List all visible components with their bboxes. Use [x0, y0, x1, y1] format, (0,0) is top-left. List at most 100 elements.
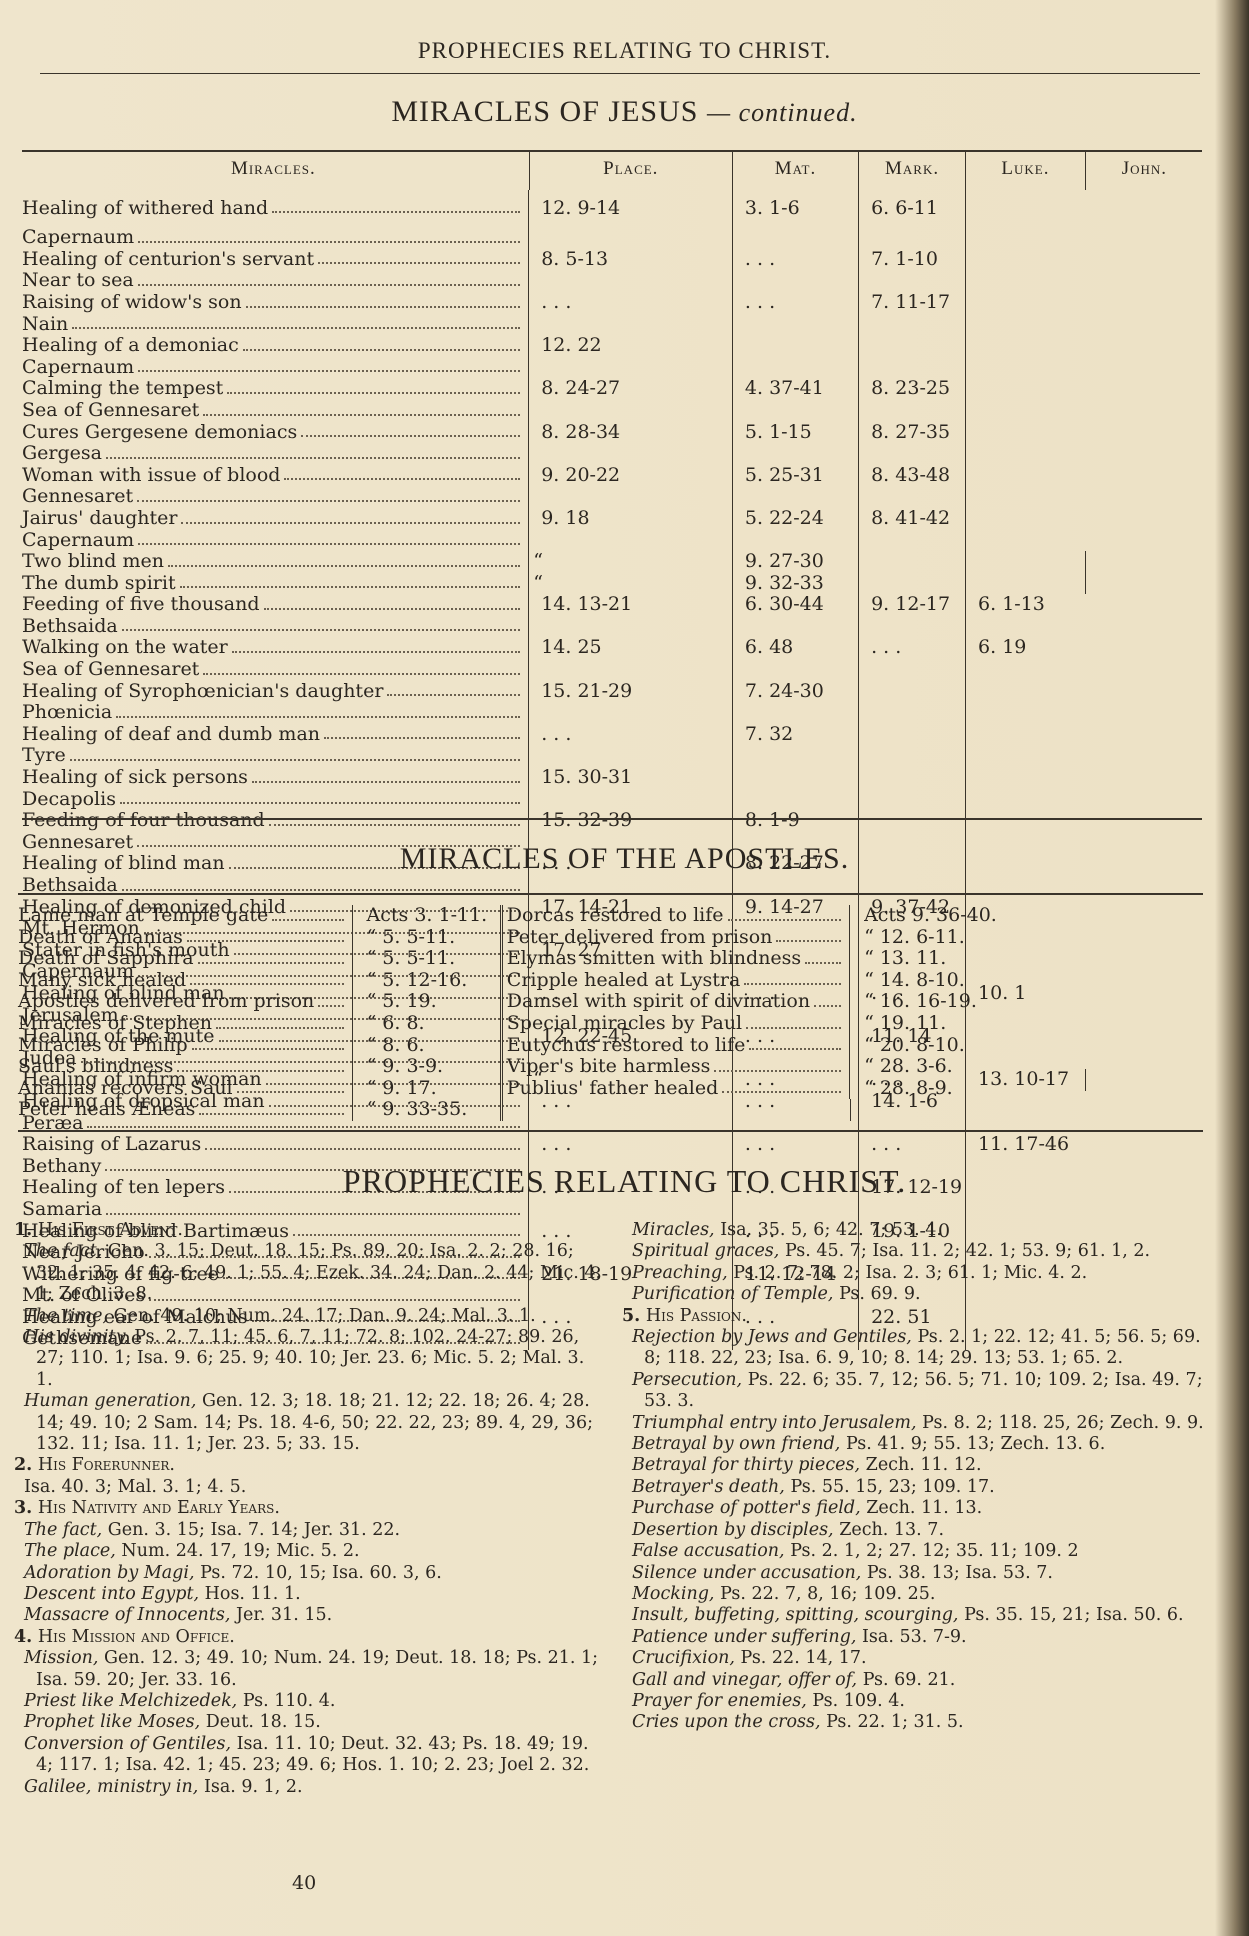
prophecy-item: False accusation, Ps. 2. 1, 2; 27. 12; 3…: [622, 1541, 1208, 1562]
miracle-row: Healing of the mute Judea 12. 22-45 . . . 11…: [18, 1026, 1203, 1070]
cell-text: 13. 10-17: [978, 1069, 1070, 1091]
cell-text: Gethsemane: [22, 1328, 143, 1350]
cell: Judea: [18, 1047, 530, 1070]
topic: Purification of Temple,: [632, 1284, 834, 1305]
cell-text: . . .: [744, 291, 776, 313]
cell: . . .: [732, 1026, 860, 1070]
cell-text: Viper's bite harmless: [506, 1056, 711, 1078]
cell: 7. 11-17: [858, 291, 967, 336]
column-header: Miracles.: [18, 150, 530, 190]
cell-text: 11. 17-46: [978, 1134, 1070, 1156]
prophecy-item: 3. His Nativity and Early Years.: [14, 1498, 606, 1519]
cell-text: Saul's blindness: [18, 1056, 174, 1078]
cell-text: . . .: [744, 982, 776, 1004]
cell-text: 8. 43-48: [871, 464, 951, 486]
cell-text: Capernaum: [22, 961, 135, 983]
cell: 5. 22-24: [732, 507, 860, 552]
cell: 6. 30-44: [732, 594, 860, 638]
cell-text: Samaria: [22, 1198, 103, 1220]
references: Ps. 69. 21.: [862, 1669, 956, 1690]
references: Zech. 11. 12.: [865, 1455, 982, 1476]
cell-text: . . .: [541, 853, 572, 875]
cell: Healing of sick persons: [18, 767, 530, 789]
references: Isa. 40. 3; Mal. 3. 1; 4. 5.: [24, 1476, 247, 1497]
topic: Patience under suffering,: [632, 1626, 857, 1647]
cell: Raising of Lazarus: [18, 1134, 530, 1156]
cell-text: . . .: [541, 723, 572, 745]
cell: Miracles of Stephen: [14, 1012, 353, 1035]
topic: Preaching,: [632, 1262, 728, 1283]
cell: Healing of blind Bartimæus: [18, 1220, 530, 1243]
cell: Peter heals Æneas: [14, 1099, 353, 1121]
leader-dots: [222, 1264, 521, 1280]
cell: Tyre: [18, 745, 530, 768]
cell-text: Peter heals Æneas: [18, 1099, 196, 1121]
cell-text: 17. 27: [541, 939, 602, 961]
cell-text: 6. 48: [744, 637, 794, 659]
prophecy-item: Patience under suffering, Isa. 53. 7-9.: [622, 1627, 1208, 1648]
cell: “ 9. 33-35.: [352, 1099, 503, 1121]
cell: [966, 724, 1086, 767]
cell: Walking on the water: [18, 637, 530, 660]
prophecy-item: Triumphal entry into Jerusalem, Ps. 8. 2…: [622, 1413, 1208, 1434]
cell: “ 5. 19.: [352, 991, 503, 1013]
cell: Special miracles by Paul: [503, 1012, 851, 1035]
cell: Cures Gergesene demoniacs: [18, 421, 530, 444]
cell-text: Raising of widow's son: [22, 291, 242, 313]
cell: Capernaum: [18, 961, 530, 983]
cell: . . .: [858, 982, 967, 1027]
prophecy-item: Human generation, Gen. 12. 3; 18. 18; 21…: [14, 1391, 606, 1455]
cell: 3. 1-6: [732, 189, 860, 249]
apostle-row: Peter heals Æneas “ 9. 33-35.: [14, 1099, 1204, 1121]
miracle-row: Healing of blind Bartimæus Near Jericho . …: [18, 1220, 1203, 1264]
references: Zech. 11. 13.: [866, 1498, 983, 1519]
cell: . . .: [732, 291, 860, 336]
leader-dots: [146, 1328, 521, 1345]
cell: Damsel with spirit of divination: [503, 991, 851, 1013]
leader-dots: [318, 991, 344, 1007]
cell: “ 5. 12-16.: [352, 969, 503, 992]
cell: Near Jericho: [18, 1242, 530, 1264]
cell: . . .: [529, 982, 733, 1027]
cell: . . .: [732, 248, 860, 292]
cell: [732, 939, 860, 983]
leader-dots: [203, 659, 521, 675]
cell-text: Stater in fish's mouth: [22, 939, 230, 961]
leader-dots: [119, 789, 521, 805]
cell: Healing of a demoniac: [18, 335, 530, 357]
leader-dots: [205, 1134, 521, 1150]
cell-text: Tyre: [22, 745, 66, 767]
cell: [966, 508, 1086, 551]
cell-text: 5. 1-15: [744, 421, 812, 443]
heading-number: 1.: [14, 1220, 33, 1240]
column-header: Place.: [529, 150, 733, 190]
cell: . . .: [732, 982, 860, 1027]
cell-text: Mt. Hermon: [22, 918, 140, 940]
cell: Feeding of four thousand: [18, 810, 530, 832]
cell: . . .: [732, 1069, 860, 1091]
apostle-row: Death of Ananias “ 5. 5-11. Peter delivere…: [14, 926, 1204, 949]
cell: 7. 1-10: [858, 248, 967, 292]
leader-dots: [272, 198, 521, 214]
cell-text: Healing of dropsical man: [22, 1090, 265, 1112]
cell-text: . . .: [871, 1069, 902, 1091]
cell: Dorcas restored to life: [503, 905, 851, 927]
references: Ps. 2. 7; 78. 2; Isa. 2. 3; 61. 1; Mic. …: [733, 1262, 1088, 1283]
cell-text: 3. 1-6: [744, 196, 800, 219]
cell-text: Capernaum: [22, 529, 135, 551]
cell: Publius' father healed: [503, 1077, 851, 1100]
cell: 8. 43-48: [858, 464, 967, 508]
references: Ps. 22. 14, 17.: [740, 1648, 867, 1669]
cell: 10. 1: [966, 983, 1086, 1026]
miracle-row: Healing of withered hand Capernaum 12. 9-1…: [18, 189, 1203, 249]
miracle-row: Calming the tempest Sea of Gennesaret 8. 2…: [18, 378, 1203, 422]
cell: . . .: [529, 723, 733, 768]
cell: . . .: [732, 1306, 860, 1351]
column-header: Luke.: [965, 150, 1086, 190]
cell-text: 10. 1: [978, 982, 1027, 1004]
leader-dots: [746, 1013, 842, 1029]
cell: Sea of Gennesaret: [18, 659, 530, 681]
cell-text: Acts 9. 36-40.: [864, 905, 997, 926]
cell: Phœnicia: [18, 702, 530, 724]
references: Ps. 41. 9; 55. 13; Zech. 13. 6.: [845, 1434, 1106, 1455]
